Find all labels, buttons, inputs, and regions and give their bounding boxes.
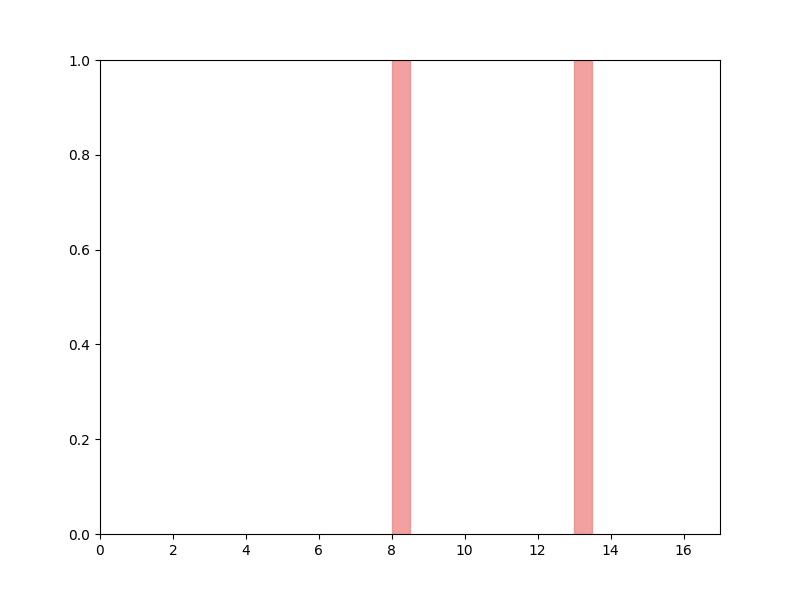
Bar bbox=[392, 60, 410, 534]
Bar bbox=[574, 60, 592, 534]
